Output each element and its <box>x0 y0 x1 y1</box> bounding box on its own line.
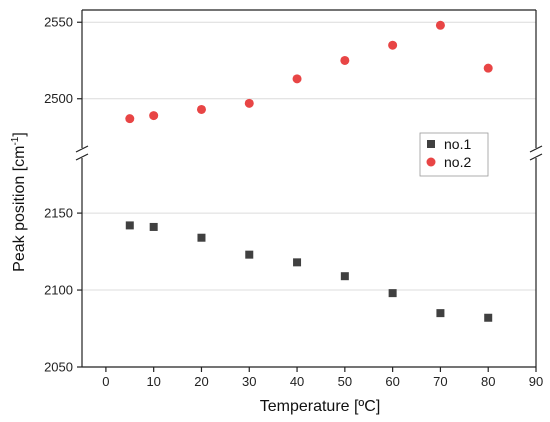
data-point-no.2-8 <box>483 63 493 73</box>
y-tick-label: 2100 <box>44 283 73 298</box>
x-tick-label: 50 <box>338 374 352 389</box>
data-point-no.2-0 <box>125 114 135 124</box>
axis-labels: Temperature [ºC] Peak position [cm-1] <box>10 132 380 415</box>
data-point-no.1-5 <box>340 272 349 281</box>
data-point-no.1-4 <box>293 258 302 267</box>
y-axis-label: Peak position [cm-1] <box>10 132 28 272</box>
legend-marker-no2 <box>426 157 436 167</box>
data-point-no.2-3 <box>244 98 254 108</box>
x-tick-label: 60 <box>385 374 399 389</box>
x-tick-label: 10 <box>146 374 160 389</box>
y-tick-label: 2550 <box>44 15 73 30</box>
x-tick-label: 90 <box>529 374 543 389</box>
axis-break-mark <box>75 153 89 161</box>
x-axis-label: Temperature [ºC] <box>260 398 381 415</box>
data-point-no.2-4 <box>292 74 302 84</box>
data-point-no.2-2 <box>196 104 206 114</box>
x-tick-label: 70 <box>433 374 447 389</box>
data-point-no.1-8 <box>484 313 493 322</box>
legend-marker-no1 <box>427 140 435 148</box>
y-axis-label-superscript: -1 <box>10 136 21 145</box>
x-tick-label: 0 <box>102 374 109 389</box>
data-point-no.1-1 <box>149 222 158 231</box>
x-tick-label: 40 <box>290 374 304 389</box>
legend-label-no2: no.2 <box>444 154 471 170</box>
legend: no.1 no.2 <box>419 132 489 177</box>
data-point-no.2-7 <box>435 20 445 30</box>
data-point-no.2-6 <box>388 40 398 50</box>
data-point-no.1-6 <box>388 289 397 298</box>
data-point-no.1-0 <box>125 221 134 230</box>
data-point-no.2-1 <box>149 111 159 121</box>
x-tick-label: 30 <box>242 374 256 389</box>
data-point-no.1-3 <box>245 250 254 259</box>
axes-layer <box>75 9 543 368</box>
axis-break-mark <box>529 145 543 153</box>
x-tick-label: 80 <box>481 374 495 389</box>
axis-break-mark <box>75 145 89 153</box>
axis-break-mark <box>529 153 543 161</box>
y-tick-label: 2050 <box>44 360 73 375</box>
y-tick-label: 2150 <box>44 206 73 221</box>
marks-layer <box>125 20 493 322</box>
data-point-no.1-2 <box>197 233 206 242</box>
data-point-no.1-7 <box>436 309 445 318</box>
grid-layer <box>82 21 536 368</box>
y-axis-label-close: ] <box>11 132 28 136</box>
legend-label-no1: no.1 <box>444 136 471 152</box>
x-tick-label: 20 <box>194 374 208 389</box>
y-axis-label-main: Peak position [cm <box>11 146 28 272</box>
data-point-no.2-5 <box>340 55 350 65</box>
y-tick-label: 2500 <box>44 91 73 106</box>
ticks-layer: 0 10 20 30 40 50 60 70 80 90 2500 2550 2050 2100 2150 <box>44 15 543 389</box>
